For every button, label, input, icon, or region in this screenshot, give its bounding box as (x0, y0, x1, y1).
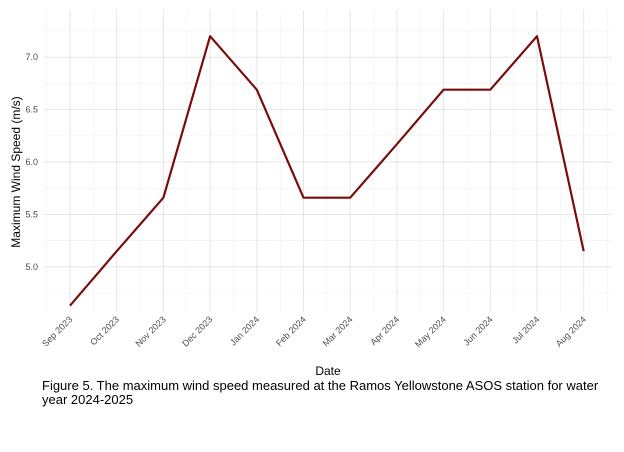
series-layer (69, 35, 585, 307)
y-tick-label: 6.0 (25, 157, 38, 167)
x-tick-label: Jun 2024 (461, 314, 494, 347)
y-axis-ticks: 5.0 5.5 6.0 6.5 7.0 (25, 52, 38, 272)
figure-caption: Figure 5. The maximum wind speed measure… (42, 378, 599, 407)
y-tick-label: 6.5 (25, 105, 38, 115)
x-axis-ticks: Sep 2023 Oct 2023 Nov 2023 Dec 2023 Jan 2024… (40, 314, 588, 349)
grid-lines (44, 10, 612, 312)
x-tick-label: Jul 2024 (510, 314, 541, 345)
x-axis-title: Date (315, 364, 341, 378)
series-line (69, 35, 585, 307)
x-tick-label: May 2024 (413, 314, 448, 349)
x-tick-label: Aug 2024 (554, 314, 588, 348)
x-tick-label: Oct 2023 (88, 314, 121, 347)
y-tick-label: 5.0 (25, 262, 38, 272)
y-tick-label: 7.0 (25, 52, 38, 62)
x-tick-label: Feb 2024 (274, 314, 308, 348)
x-tick-label: Sep 2023 (40, 314, 74, 348)
x-tick-label: Jan 2024 (228, 314, 261, 347)
y-axis-title: Maximum Wind Speed (m/s) (9, 96, 23, 247)
x-tick-label: Mar 2024 (321, 314, 355, 348)
y-tick-label: 5.5 (25, 209, 38, 219)
x-tick-label: Dec 2023 (180, 314, 214, 348)
x-tick-label: Apr 2024 (368, 314, 401, 347)
x-tick-label: Nov 2023 (133, 314, 167, 348)
